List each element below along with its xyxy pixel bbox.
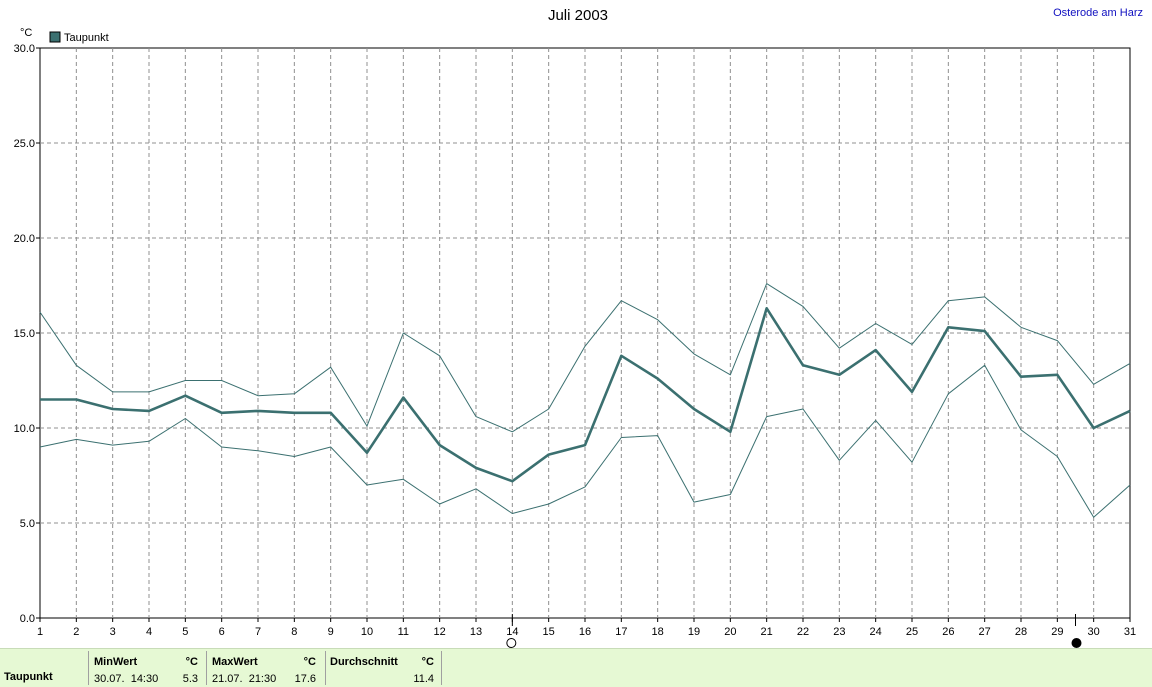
max-unit: °C (303, 656, 316, 668)
y-tick-label: 5.0 (20, 518, 35, 530)
x-tick-label: 25 (906, 626, 918, 638)
x-tick-label: 17 (615, 626, 627, 638)
x-tick-label: 1 (37, 626, 43, 638)
full-moon-icon (506, 638, 517, 648)
x-tick-label: 4 (146, 626, 152, 638)
x-tick-label: 22 (797, 626, 809, 638)
x-tick-label: 14 (506, 626, 518, 638)
series-lines (39, 283, 1131, 518)
x-tick-label: 15 (543, 626, 555, 638)
statistics-bar: Taupunkt MinWert °C 30.07. 14:30 5.3 Max… (0, 648, 1152, 687)
min-unit: °C (185, 656, 198, 668)
x-tick-label: 26 (942, 626, 954, 638)
x-tick-label: 28 (1015, 626, 1027, 638)
y-tick-label: 10.0 (14, 423, 35, 435)
x-tick-label: 18 (652, 626, 664, 638)
max-datetime: 21.07. 21:30 (212, 673, 277, 685)
stats-row-label: Taupunkt (4, 671, 53, 683)
y-tick-label: 15.0 (14, 328, 35, 340)
min-header: MinWert (94, 656, 138, 668)
legend-swatch (49, 31, 61, 43)
chart-title: Juli 2003 (548, 7, 608, 24)
x-tick-label: 19 (688, 626, 700, 638)
x-tick-label: 8 (291, 626, 297, 638)
series-line-min (39, 364, 1131, 518)
y-tick-label: 20.0 (14, 233, 35, 245)
avg-header: Durchschnitt (330, 656, 398, 668)
location-label: Osterode am Harz (1053, 7, 1143, 19)
x-tick-label: 7 (255, 626, 261, 638)
series-line-mean (40, 306, 1131, 483)
x-tick-label: 31 (1124, 626, 1136, 638)
y-tick-label: 0.0 (20, 613, 35, 625)
stats-separator (206, 651, 207, 685)
grid-lines (40, 48, 1130, 618)
series-line-max (39, 283, 1131, 433)
chart-area: Juli 2003 Osterode am Harz Taupunkt °C 1… (14, 7, 1143, 648)
x-tick-label: 24 (870, 626, 882, 638)
x-tick-label: 23 (833, 626, 845, 638)
x-tick-label: 3 (110, 626, 116, 638)
max-header: MaxWert (212, 656, 258, 668)
x-tick-label: 11 (398, 626, 409, 638)
stats-separator (441, 651, 442, 685)
x-tick-label: 16 (579, 626, 591, 638)
stats-separator (325, 651, 326, 685)
y-axis-unit: °C (20, 27, 32, 39)
axis-ticks: 1 2 3 4 5 6 7 8 9 10 11 12 13 14 15 16 17 18 19 20 21 22 23 24 2… (14, 43, 1137, 638)
x-tick-label: 10 (361, 626, 373, 638)
x-tick-label: 20 (724, 626, 736, 638)
moon-phase-markers (506, 614, 1082, 648)
avg-unit: °C (421, 656, 434, 668)
stats-separator (88, 651, 89, 685)
min-value: 5.3 (182, 673, 198, 685)
y-tick-label: 25.0 (14, 138, 35, 150)
x-tick-label: 21 (761, 626, 773, 638)
x-tick-label: 13 (470, 626, 482, 638)
legend-label: Taupunkt (64, 32, 109, 44)
x-tick-label: 6 (219, 626, 225, 638)
max-value: 17.6 (294, 673, 316, 685)
min-datetime: 30.07. 14:30 (94, 673, 159, 685)
x-tick-label: 9 (328, 626, 334, 638)
x-tick-label: 5 (182, 626, 188, 638)
new-moon-icon (1071, 638, 1082, 648)
y-tick-label: 30.0 (14, 43, 35, 55)
x-tick-label: 30 (1088, 626, 1100, 638)
avg-value: 11.4 (413, 673, 434, 685)
x-tick-label: 27 (979, 626, 991, 638)
x-tick-label: 12 (434, 626, 446, 638)
x-tick-label: 2 (73, 626, 79, 638)
x-tick-label: 29 (1051, 626, 1063, 638)
